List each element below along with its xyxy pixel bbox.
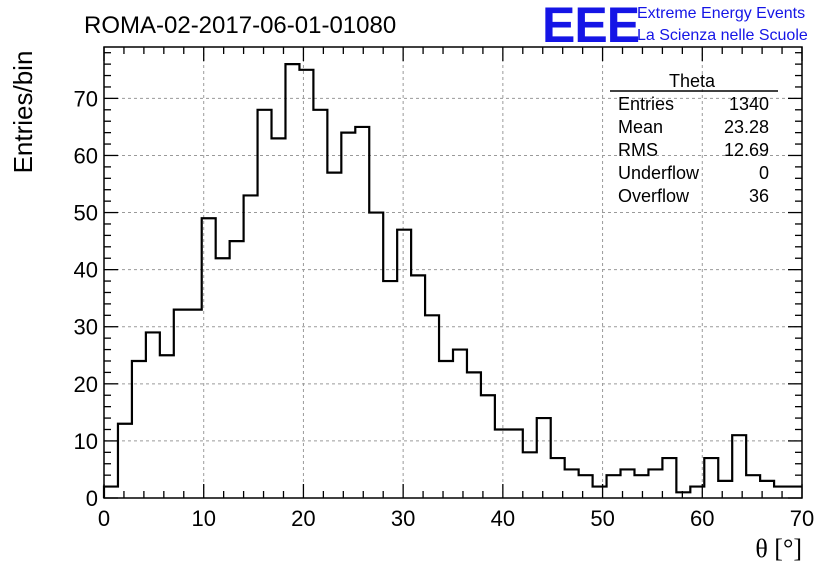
y-tick-labels: 0 10 20 30 40 50 60 70 — [74, 86, 98, 511]
x-tick-label: 30 — [391, 506, 415, 531]
stats-value: 36 — [749, 186, 769, 206]
stats-label: Overflow — [618, 186, 690, 206]
eee-logo-text: EEE — [542, 0, 639, 53]
x-tick-label: 20 — [291, 506, 315, 531]
stats-title: Theta — [669, 71, 716, 91]
logo-line-1: Extreme Energy Events — [637, 5, 805, 22]
x-axis-label: θ [°] — [755, 534, 802, 563]
stats-box: Theta Entries 1340 Mean 23.28 RMS 12.69 Underf… — [610, 71, 778, 206]
stats-value: 12.69 — [724, 140, 769, 160]
y-tick-label: 20 — [74, 372, 98, 397]
y-tick-label: 10 — [74, 429, 98, 454]
axis-ticks — [103, 47, 803, 499]
x-tick-label: 40 — [491, 506, 515, 531]
y-tick-label: 40 — [74, 258, 98, 283]
stats-label: Underflow — [618, 163, 700, 183]
stats-value: 23.28 — [724, 117, 769, 137]
stats-value: 0 — [759, 163, 769, 183]
x-tick-label: 60 — [690, 506, 714, 531]
histogram-series — [102, 63, 802, 498]
grid-lines — [104, 47, 802, 498]
y-axis-label: Entries/bin — [8, 51, 38, 174]
chart-title: ROMA-02-2017-06-01-01080 — [84, 12, 396, 39]
y-tick-label: 60 — [74, 143, 98, 168]
y-tick-label: 50 — [74, 201, 98, 226]
x-tick-label: 70 — [790, 506, 814, 531]
x-tick-label: 10 — [191, 506, 215, 531]
y-tick-label: 0 — [86, 486, 98, 511]
y-tick-label: 70 — [74, 86, 98, 111]
stats-label: Mean — [618, 117, 663, 137]
y-tick-label: 30 — [74, 315, 98, 340]
stats-rows: Entries 1340 Mean 23.28 RMS 12.69 Underflow 0 Ov… — [618, 94, 769, 206]
stats-value: 1340 — [729, 94, 769, 114]
x-tick-label: 50 — [590, 506, 614, 531]
x-tick-labels: 0 10 20 30 40 50 60 70 — [98, 506, 814, 531]
x-tick-label: 0 — [98, 506, 110, 531]
eee-logo: EEE Extreme Energy Events La Scienza nel… — [542, 0, 808, 53]
plot-frame — [103, 46, 803, 499]
stats-label: RMS — [618, 140, 658, 160]
logo-line-2: La Scienza nelle Scuole — [637, 27, 808, 44]
stats-label: Entries — [618, 94, 674, 114]
